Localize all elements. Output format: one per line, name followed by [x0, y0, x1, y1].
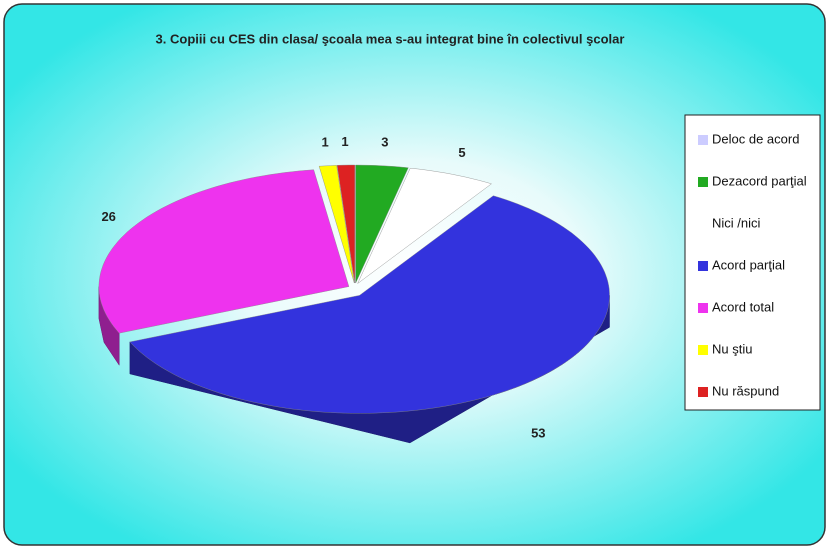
legend-swatch — [698, 303, 708, 313]
data-label: 3 — [381, 135, 388, 150]
data-label: 5 — [458, 145, 465, 160]
pie: 3 5 53 26 1 1 — [98, 134, 610, 444]
slice — [98, 169, 350, 334]
slice — [357, 167, 492, 284]
legend-swatch — [698, 387, 708, 397]
legend: Deloc de acord Dezacord parţial Nici /nici… — [698, 131, 807, 398]
legend-swatch — [698, 135, 708, 145]
legend-label: Acord total — [712, 299, 774, 314]
legend-label: Deloc de acord — [712, 131, 799, 146]
legend-label: Nici /nici — [712, 215, 761, 230]
legend-swatch — [698, 261, 708, 271]
slice — [336, 164, 356, 284]
legend-swatch — [698, 219, 708, 229]
legend-label: Nu ştiu — [712, 341, 752, 356]
data-label: 26 — [101, 209, 115, 224]
legend-label: Dezacord parţial — [712, 173, 807, 188]
legend-label: Nu răspund — [712, 383, 779, 398]
data-label: 1 — [321, 135, 328, 150]
legend-label: Acord parţial — [712, 257, 785, 272]
legend-swatch — [698, 177, 708, 187]
slice — [318, 165, 355, 284]
legend-swatch — [698, 345, 708, 355]
data-label: 53 — [531, 426, 545, 441]
data-label: 1 — [341, 134, 348, 149]
slice — [355, 164, 409, 284]
chart-title: 3. Copiii cu CES din clasa/ şcoala mea s… — [156, 31, 625, 46]
slice — [129, 195, 610, 414]
